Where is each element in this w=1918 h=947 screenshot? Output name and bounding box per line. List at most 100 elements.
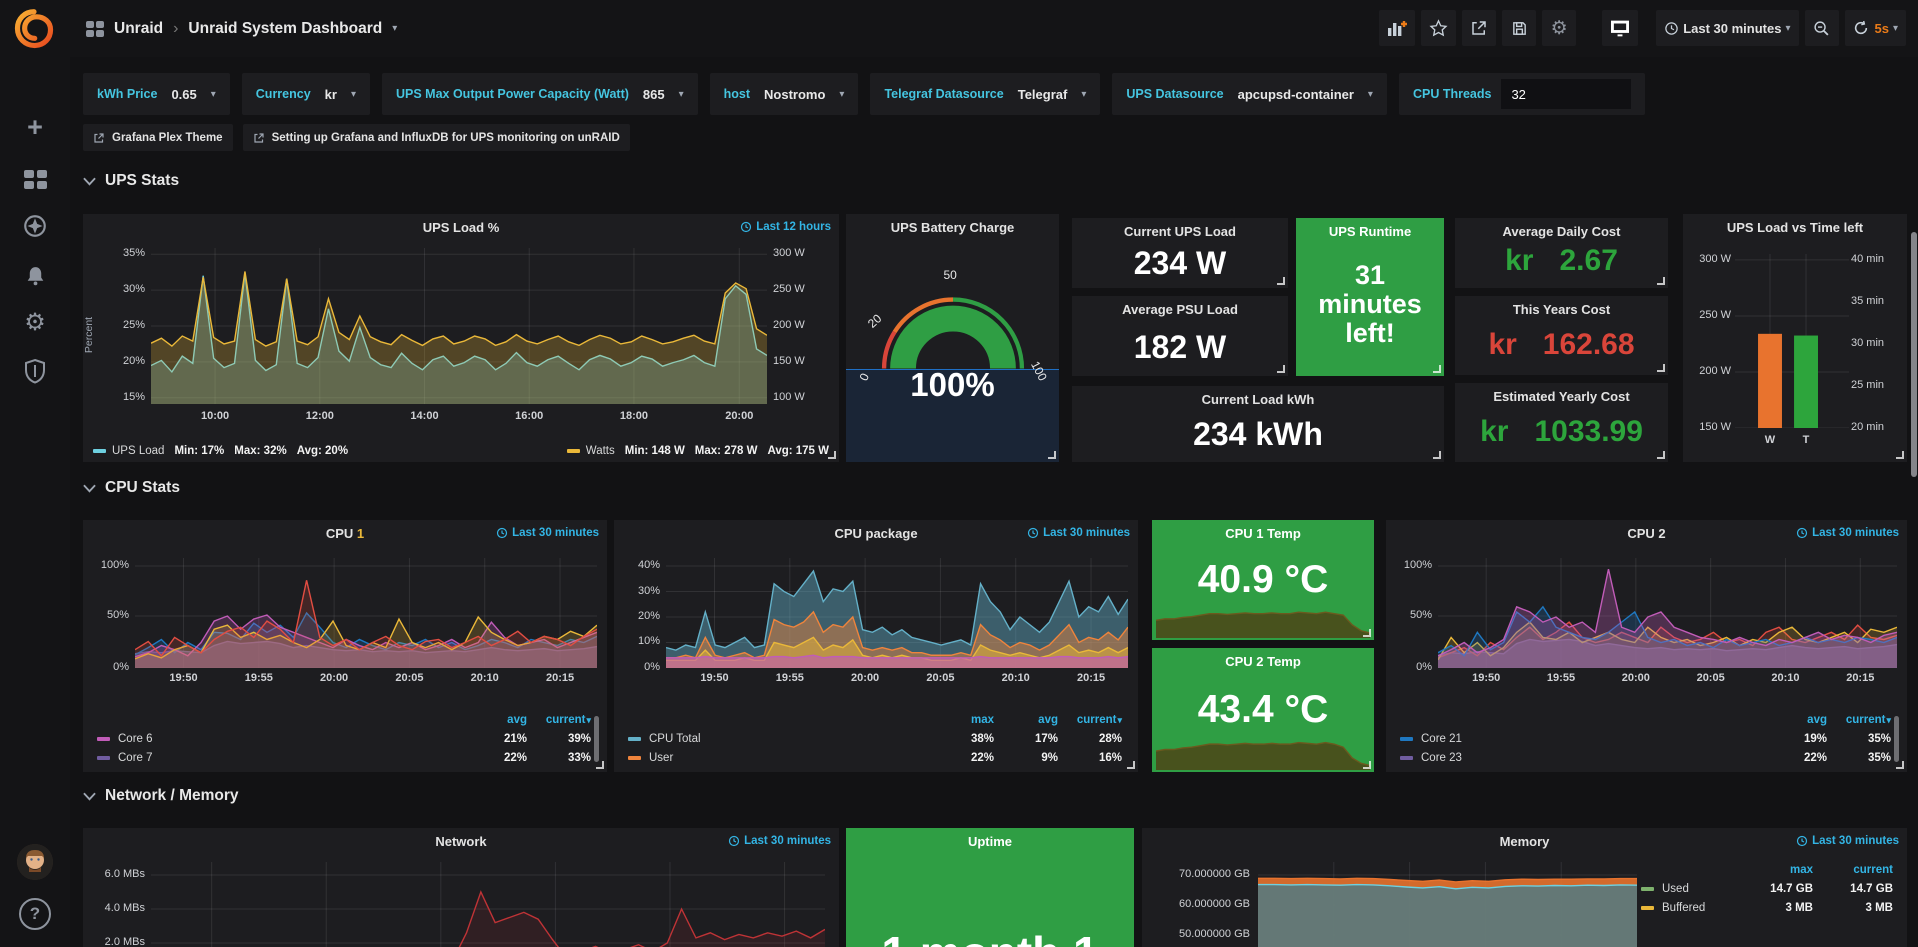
panel-title[interactable]: Current UPS Load (1124, 224, 1236, 239)
variable-telegraf-datasource[interactable]: Telegraf Datasource Telegraf ▾ (870, 73, 1101, 115)
panel-title[interactable]: CPU 1 (325, 526, 365, 541)
clock-icon (741, 221, 752, 233)
dashboards-icon[interactable] (0, 159, 70, 199)
page-scrollbar[interactable] (1911, 232, 1917, 477)
cpu2-chart[interactable] (1438, 558, 1897, 668)
series-name[interactable]: UPS Load (112, 445, 165, 457)
settings-gear-button[interactable]: ⚙ (1542, 10, 1577, 46)
variable-ups-max-output[interactable]: UPS Max Output Power Capacity (Watt) 865… (382, 73, 698, 115)
panel-title[interactable]: Estimated Yearly Cost (1493, 389, 1630, 404)
alerting-bell-icon[interactable] (0, 255, 70, 295)
series-name[interactable]: Buffered (1662, 902, 1706, 914)
variable-ups-datasource[interactable]: UPS Datasource apcupsd-container ▾ (1112, 73, 1387, 115)
refresh-button[interactable]: 5s ▾ (1844, 10, 1906, 46)
series-name[interactable]: Core 23 (1421, 752, 1462, 764)
panel-estimated-yearly-cost: Estimated Yearly Cost kr 1033.99 (1455, 383, 1668, 462)
cpu-package-chart[interactable] (666, 558, 1128, 668)
refresh-interval[interactable]: 5s (1874, 20, 1889, 36)
add-panel-button[interactable] (1379, 10, 1416, 46)
panel-title[interactable]: Memory (1499, 834, 1550, 849)
breadcrumb-root[interactable]: Unraid (114, 19, 164, 37)
section-network-memory[interactable]: Network / Memory (83, 787, 239, 805)
dashboard-links: Grafana Plex Theme Setting up Grafana an… (83, 124, 630, 151)
zoom-out-button[interactable] (1804, 10, 1839, 46)
link-grafana-plex-theme[interactable]: Grafana Plex Theme (83, 124, 233, 151)
panel-time-range[interactable]: Last 30 minutes (1027, 527, 1130, 539)
panel-title[interactable]: Average PSU Load (1122, 302, 1238, 317)
panel-title[interactable]: CPU 2 Temp (1225, 654, 1301, 669)
panel-title[interactable]: UPS Battery Charge (890, 220, 1015, 235)
series-name[interactable]: Used (1662, 883, 1689, 895)
panel-cpu2: CPU 2 Last 30 minutes 100% 50% 0% 19:50 19:… (1386, 520, 1907, 772)
panel-title[interactable]: Uptime (967, 834, 1013, 849)
chevron-down-icon[interactable]: ▾ (392, 23, 398, 34)
legend-scrollbar[interactable] (1894, 716, 1899, 762)
sidebar: + ⚙ ? (0, 0, 70, 947)
panel-time-range[interactable]: Last 30 minutes (728, 835, 831, 847)
series-name[interactable]: Core 21 (1421, 733, 1462, 745)
breadcrumb-current[interactable]: Unraid System Dashboard (188, 19, 383, 37)
tv-mode-button[interactable] (1602, 10, 1639, 46)
stat-value: 182 W (1133, 329, 1227, 365)
panel-title[interactable]: UPS Load % (422, 220, 500, 235)
series-swatch (1400, 756, 1413, 760)
chevron-down-icon (83, 177, 96, 186)
panel-title[interactable]: Network (435, 834, 487, 849)
panel-title[interactable]: Current Load kWh (1201, 392, 1315, 407)
y-axis-ticks: 100% 50% 0% (1403, 559, 1432, 673)
panel-time-range[interactable]: Last 12 hours (740, 221, 831, 233)
series-swatch (628, 756, 641, 760)
section-ups-stats[interactable]: UPS Stats (83, 172, 179, 190)
add-icon[interactable]: + (27, 111, 43, 142)
legend-scrollbar[interactable] (594, 716, 599, 762)
legend: UPS Load Min: 17% Max: 32% Avg: 20% Watt… (93, 445, 829, 457)
explore-compass-icon[interactable] (0, 206, 70, 246)
ups-bar-chart[interactable] (1735, 254, 1849, 428)
panel-ups-load-vs-time-left: UPS Load vs Time left 300 W 250 W 200 W 150… (1683, 214, 1907, 462)
network-chart[interactable] (151, 862, 825, 947)
clock-icon (1665, 21, 1678, 35)
section-cpu-stats[interactable]: CPU Stats (83, 479, 180, 497)
ups-load-chart[interactable] (151, 248, 767, 404)
breadcrumb-separator: › (173, 19, 179, 37)
panel-title[interactable]: CPU package (834, 526, 918, 541)
panel-title[interactable]: This Years Cost (1512, 302, 1611, 317)
series-name[interactable]: Watts (585, 445, 615, 457)
apps-grid-icon (86, 20, 104, 37)
variable-host[interactable]: host Nostromo ▾ (709, 73, 859, 115)
panel-time-range[interactable]: Last 30 minutes (1796, 835, 1899, 847)
panel-cpu1: CPU 1 Last 30 minutes 100% 50% 0% 19:50 19:… (83, 520, 607, 772)
panel-title[interactable]: Average Daily Cost (1502, 224, 1621, 239)
configuration-gear-icon[interactable]: ⚙ (24, 309, 46, 336)
panel-this-years-cost: This Years Cost kr 162.68 (1455, 296, 1668, 375)
help-icon[interactable]: ? (19, 898, 51, 930)
time-range-picker[interactable]: Last 30 minutes ▾ (1656, 10, 1799, 46)
star-button[interactable] (1421, 10, 1457, 46)
panel-title[interactable]: UPS Runtime (1328, 224, 1412, 239)
series-name[interactable]: CPU Total (649, 733, 701, 745)
chevron-down-icon[interactable]: ▾ (1892, 22, 1898, 34)
server-admin-shield-icon[interactable] (0, 351, 70, 391)
variable-kwh-price[interactable]: kWh Price 0.65 ▾ (83, 73, 230, 115)
share-button[interactable] (1462, 10, 1497, 46)
panel-title[interactable]: CPU 2 (1627, 526, 1666, 541)
cpu1-chart[interactable] (135, 558, 597, 668)
series-swatch (1641, 887, 1654, 891)
series-name[interactable]: Core 6 (118, 733, 153, 745)
variable-currency[interactable]: Currency kr ▾ (241, 73, 370, 115)
link-ups-monitoring-guide[interactable]: Setting up Grafana and InfluxDB for UPS … (242, 124, 630, 151)
series-name[interactable]: Core 7 (118, 752, 153, 764)
cpu-threads-input[interactable] (1501, 79, 1632, 109)
series-name[interactable]: User (649, 752, 674, 764)
panel-time-range[interactable]: Last 30 minutes (496, 527, 599, 539)
grafana-logo-icon[interactable] (11, 6, 57, 52)
panel-time-range[interactable]: Last 30 minutes (1796, 527, 1899, 539)
panel-title[interactable]: CPU 1 Temp (1225, 526, 1301, 541)
panel-title[interactable]: UPS Load vs Time left (1726, 220, 1864, 235)
time-range-label: Last 30 minutes (1683, 20, 1782, 36)
temp-sparkline (1156, 738, 1370, 770)
save-button[interactable] (1502, 10, 1537, 46)
avatar[interactable] (17, 844, 53, 880)
memory-chart[interactable] (1258, 862, 1637, 947)
